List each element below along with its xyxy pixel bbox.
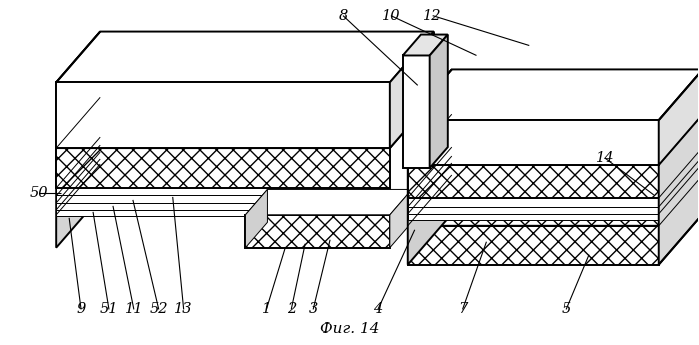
Polygon shape	[658, 69, 699, 265]
Polygon shape	[408, 165, 658, 198]
Polygon shape	[698, 175, 699, 180]
Text: 3: 3	[308, 303, 318, 316]
Polygon shape	[56, 32, 100, 248]
Text: 5: 5	[561, 303, 571, 316]
Text: 52: 52	[150, 303, 168, 316]
Polygon shape	[658, 69, 699, 165]
Polygon shape	[245, 189, 268, 248]
Polygon shape	[56, 195, 390, 203]
Text: 4: 4	[373, 303, 382, 316]
Polygon shape	[56, 210, 390, 216]
Polygon shape	[408, 69, 452, 265]
Polygon shape	[430, 34, 448, 168]
Text: 50: 50	[30, 186, 48, 200]
Polygon shape	[403, 56, 430, 168]
Polygon shape	[56, 148, 390, 188]
Polygon shape	[56, 203, 390, 210]
Text: 14: 14	[596, 151, 614, 165]
Polygon shape	[56, 82, 390, 148]
Text: 1: 1	[261, 303, 271, 316]
Polygon shape	[698, 156, 699, 161]
Polygon shape	[408, 69, 699, 120]
Polygon shape	[245, 215, 390, 248]
Polygon shape	[698, 147, 699, 152]
Text: 11: 11	[124, 303, 143, 316]
Polygon shape	[403, 34, 448, 56]
Polygon shape	[390, 189, 412, 248]
Polygon shape	[56, 188, 390, 195]
Text: 2: 2	[287, 303, 296, 316]
Text: 8: 8	[338, 9, 347, 23]
Polygon shape	[408, 175, 699, 226]
Polygon shape	[408, 207, 658, 214]
Polygon shape	[408, 114, 699, 165]
Polygon shape	[56, 32, 434, 82]
Text: 7: 7	[458, 303, 467, 316]
Text: 10: 10	[382, 9, 400, 23]
Text: 12: 12	[424, 9, 442, 23]
Text: Фиг. 14: Фиг. 14	[320, 322, 380, 336]
Polygon shape	[408, 214, 658, 220]
Polygon shape	[698, 119, 699, 209]
Polygon shape	[56, 97, 434, 148]
Polygon shape	[408, 120, 658, 165]
Text: 9: 9	[76, 303, 86, 316]
Polygon shape	[390, 32, 434, 148]
Polygon shape	[408, 198, 658, 207]
Polygon shape	[698, 114, 699, 119]
Polygon shape	[408, 226, 658, 265]
Text: 51: 51	[100, 303, 118, 316]
Polygon shape	[245, 189, 412, 215]
Text: 13: 13	[175, 303, 193, 316]
